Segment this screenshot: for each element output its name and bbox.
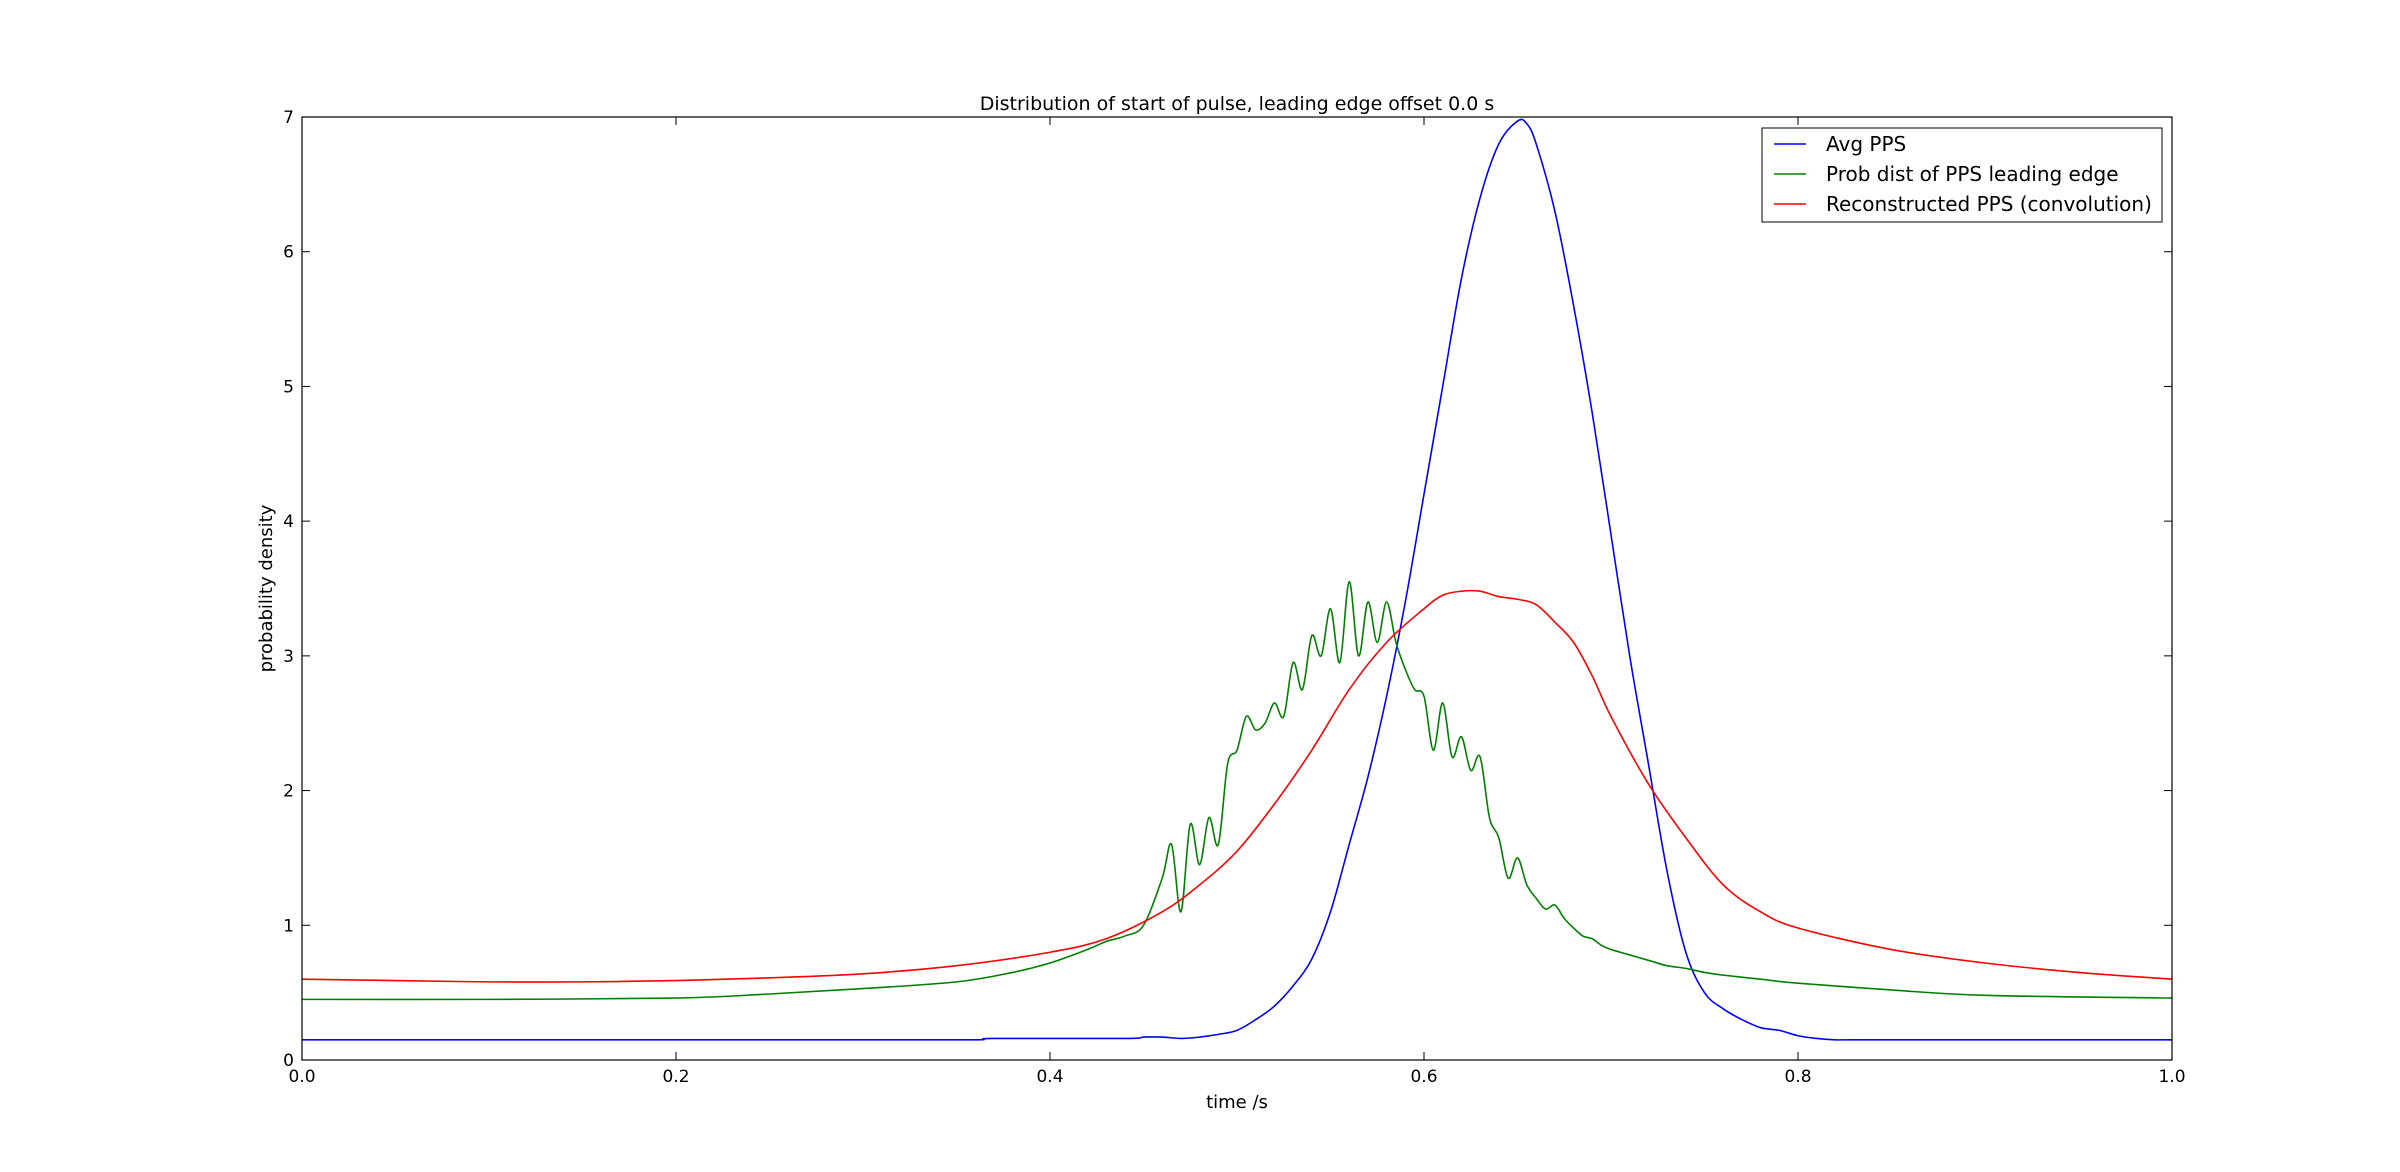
legend-label: Avg PPS [1826,132,1906,156]
chart-title: Distribution of start of pulse, leading … [980,93,1495,115]
x-tick-label: 0.0 [288,1067,315,1087]
y-tick-label: 0 [283,1051,294,1071]
legend: Avg PPS Prob dist of PPS leading edge Reco… [1761,127,2163,223]
plot-area-frame [301,116,2173,1061]
x-tick-label: 1.0 [2158,1067,2185,1087]
x-axis: 0.0 0.2 0.4 0.6 0.8 1.0 [288,117,2186,1087]
x-tick-label: 0.8 [1784,1067,1811,1087]
y-tick-label: 2 [283,782,294,802]
legend-label: Reconstructed PPS (convolution) [1826,192,2152,216]
y-tick-label: 6 [283,243,294,263]
y-tick-label: 1 [283,916,294,936]
y-axis: 0 1 2 3 4 5 6 7 [283,108,2172,1071]
y-tick-label: 7 [283,108,294,128]
y-tick-label: 3 [283,647,294,667]
x-axis-title: time /s [1206,1092,1268,1113]
y-tick-label: 5 [283,377,294,397]
x-tick-label: 0.2 [662,1067,689,1087]
series-line-1 [302,118,2172,1041]
series-line-2 [301,580,2173,1001]
y-tick-label: 4 [283,512,294,532]
legend-label: Prob dist of PPS leading edge [1826,162,2119,186]
series-line-3 [301,589,2173,983]
x-tick-label: 0.6 [1410,1067,1437,1087]
x-tick-label: 0.4 [1036,1067,1063,1087]
series-layer [301,118,2173,1041]
legend-box [1761,127,2163,223]
y-axis-title: probability density [256,504,277,672]
